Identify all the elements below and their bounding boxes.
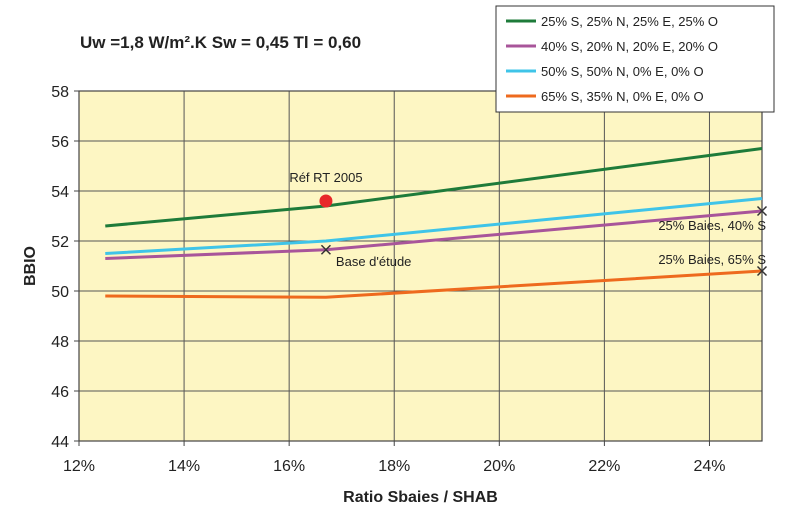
- x-tick-label: 12%: [63, 458, 95, 475]
- baies-40-marker: [756, 205, 768, 217]
- y-tick-label: 48: [51, 334, 69, 351]
- y-tick-label: 54: [51, 184, 69, 201]
- plot-area: [79, 91, 762, 441]
- series-line-4: [105, 269, 763, 299]
- y-tick-label: 58: [51, 84, 69, 101]
- y-tick-label: 50: [51, 284, 69, 301]
- y-tick-label: 52: [51, 234, 69, 251]
- y-axis-label: BBIO: [22, 246, 39, 286]
- y-tick-label: 56: [51, 134, 69, 151]
- baies-65-marker: [756, 265, 768, 277]
- plot-frame: [78, 90, 763, 442]
- legend-label-3: 50% S, 50% N, 0% E, 0% O: [541, 64, 704, 79]
- base-etude-label: Base d'étude: [336, 254, 412, 269]
- base-etude-marker: [320, 244, 331, 255]
- x-tick-label: 22%: [588, 458, 620, 475]
- chart-subtitle: Uw =1,8 W/m².K Sw = 0,45 Tl = 0,60: [80, 33, 361, 52]
- x-tick-label: 16%: [273, 458, 305, 475]
- legend-label-4: 65% S, 35% N, 0% E, 0% O: [541, 89, 704, 104]
- ref-rt-2005-marker: [319, 194, 333, 208]
- x-tick-label: 18%: [378, 458, 410, 475]
- x-axis-label: Ratio Sbaies / SHAB: [343, 489, 498, 506]
- legend-box: [495, 5, 775, 113]
- baies-65-label: 25% Baies, 65% S: [658, 252, 766, 267]
- legend-label-1: 25% S, 25% N, 25% E, 25% O: [541, 14, 718, 29]
- legend-label-2: 40% S, 20% N, 20% E, 20% O: [541, 39, 718, 54]
- ref-rt-2005-label: Réf RT 2005: [289, 170, 362, 185]
- x-tick-label: 14%: [168, 458, 200, 475]
- y-tick-label: 46: [51, 384, 69, 401]
- series-line-3: [105, 197, 763, 255]
- y-tick-label: 44: [51, 434, 69, 451]
- x-tick-label: 20%: [483, 458, 515, 475]
- baies-40-label: 25% Baies, 40% S: [658, 218, 766, 233]
- x-tick-label: 24%: [693, 458, 725, 475]
